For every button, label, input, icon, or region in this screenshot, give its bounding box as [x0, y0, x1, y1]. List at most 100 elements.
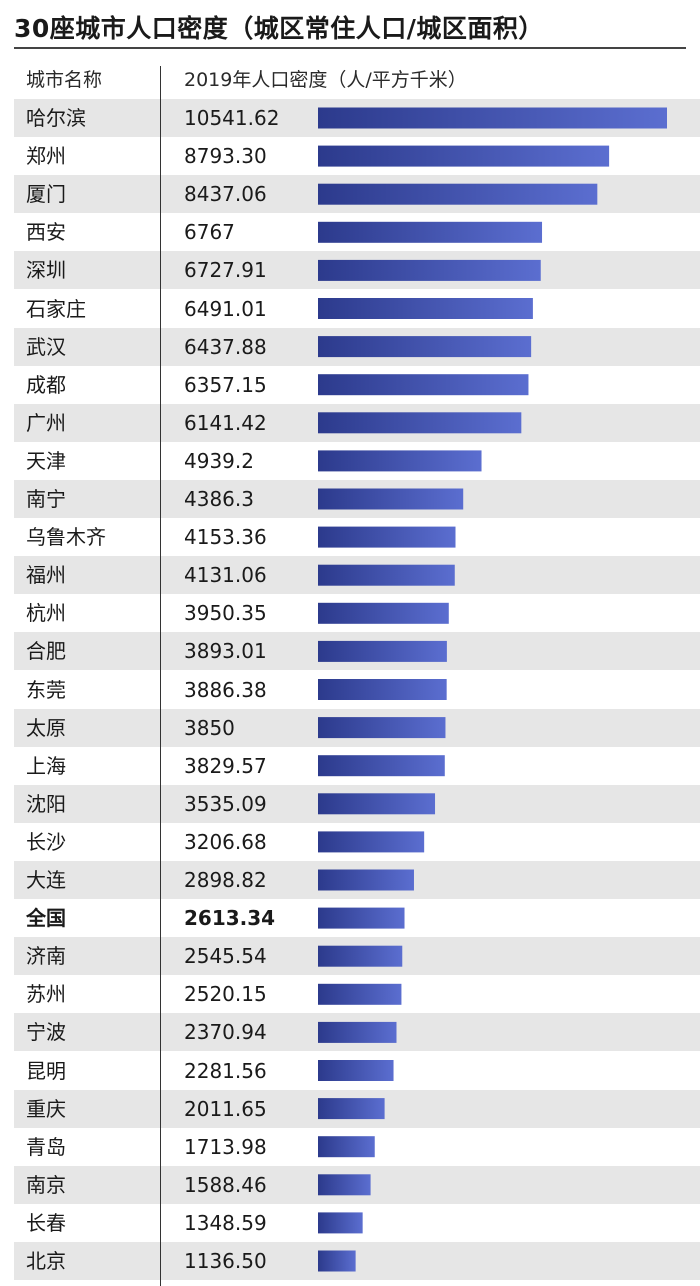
density-value: 4153.36: [184, 525, 267, 550]
city-name: 郑州: [26, 144, 66, 169]
city-name: 武汉: [26, 334, 66, 359]
table-row: 杭州 3950.35: [14, 594, 700, 632]
header-city-name: 城市名称: [26, 69, 103, 91]
table-row: 合肥 3893.01: [14, 632, 700, 671]
table-row: 福州 4131.06: [14, 556, 700, 595]
table-row: 南宁 4386.3: [14, 480, 700, 518]
table-row: 长春 1348.59: [14, 1204, 700, 1242]
density-value: 6141.42: [184, 410, 267, 435]
density-value: 6357.15: [184, 372, 267, 397]
city-name: 北京: [26, 1249, 66, 1273]
title-area: 30座城市人口密度（城区常住人口/城区面积）: [0, 0, 700, 50]
city-name: 石家庄: [26, 296, 86, 321]
density-value: 2011.65: [184, 1096, 267, 1121]
density-value: 1588.46: [184, 1172, 267, 1197]
table-header: 城市名称 2019年人口密度（人/平方千米）: [14, 61, 700, 99]
density-value: 2613.34: [184, 906, 276, 931]
table-row: 北京 1136.50: [14, 1242, 700, 1280]
city-name: 大连: [26, 868, 66, 892]
density-value: 2281.56: [184, 1058, 267, 1083]
city-name: 太原: [26, 715, 66, 740]
table-row: 天津 4939.2: [14, 442, 700, 480]
city-name: 南京: [26, 1172, 66, 1197]
city-name: 青岛: [26, 1134, 66, 1159]
city-name: 哈尔滨: [26, 106, 86, 130]
density-value: 1713.98: [184, 1134, 267, 1159]
table-row: 成都 6357.15: [14, 366, 700, 404]
density-value: 6727.91: [184, 258, 267, 283]
city-name: 天津: [26, 448, 66, 473]
city-name: 厦门: [26, 182, 66, 207]
table-row: 西安 6767: [14, 213, 700, 251]
density-value: 2370.94: [184, 1020, 267, 1045]
density-value: 3535.09: [184, 791, 267, 816]
density-value: 3829.57: [184, 753, 267, 778]
density-value: 6437.88: [184, 334, 267, 359]
density-value: 4939.2: [184, 448, 254, 473]
table-row: 郑州 8793.30: [14, 137, 700, 175]
density-value: 6491.01: [184, 296, 267, 321]
chart-title: 30座城市人口密度（城区常住人口/城区面积）: [14, 14, 544, 43]
city-name: 东莞: [26, 677, 66, 702]
city-name: 福州: [26, 563, 66, 588]
title-underline: [14, 47, 686, 49]
city-name: 西安: [26, 220, 66, 245]
table-row: 全国 2613.34: [14, 899, 700, 937]
density-value: 8793.30: [184, 144, 267, 169]
city-name: 上海: [26, 753, 66, 778]
city-name: 合肥: [26, 639, 66, 664]
city-name: 南宁: [26, 487, 66, 511]
table-row: 哈尔滨 10541.62: [14, 99, 700, 137]
city-name: 宁波: [26, 1020, 66, 1045]
column-divider: [160, 66, 161, 1286]
city-name: 长沙: [26, 829, 66, 854]
city-name: 成都: [26, 372, 66, 397]
density-value: 6767: [184, 220, 235, 245]
density-value: 3886.38: [184, 677, 267, 702]
table-row: 宁波 2370.94: [14, 1013, 700, 1052]
table-row: 苏州 2520.15: [14, 975, 700, 1013]
table-row: 太原 3850: [14, 708, 700, 747]
density-value: 8437.06: [184, 182, 267, 207]
density-value: 1348.59: [184, 1210, 267, 1235]
city-name: 沈阳: [26, 791, 66, 816]
density-value: 2545.54: [184, 944, 267, 969]
table-row: 石家庄 6491.01: [14, 290, 700, 328]
header-density: 2019年人口密度（人/平方千米）: [184, 69, 467, 91]
table-row: 深圳 6727.91: [14, 251, 700, 290]
table-row: 重庆 2011.65: [14, 1089, 700, 1128]
density-value: 3850: [184, 715, 235, 740]
table-row: 上海 3829.57: [14, 747, 700, 785]
density-value: 10541.62: [184, 106, 280, 130]
density-value: 4386.3: [184, 487, 254, 511]
density-value: 1136.50: [184, 1249, 267, 1273]
city-name: 深圳: [26, 258, 66, 283]
density-value: 2898.82: [184, 868, 267, 892]
table-row: 广州 6141.42: [14, 403, 700, 442]
city-name: 济南: [26, 944, 66, 969]
city-name: 广州: [26, 410, 66, 435]
table-row: 武汉 6437.88: [14, 327, 700, 366]
city-name: 长春: [26, 1210, 66, 1235]
city-name: 乌鲁木齐: [26, 525, 106, 550]
table-row: 昆明 2281.56: [14, 1052, 700, 1090]
density-value: 3950.35: [184, 601, 267, 626]
table-row: 厦门 8437.06: [14, 175, 700, 214]
table-row: 青岛 1713.98: [14, 1128, 700, 1166]
table-row: 南京 1588.46: [14, 1165, 700, 1204]
density-value: 4131.06: [184, 563, 267, 588]
table-row: 济南 2545.54: [14, 937, 700, 976]
table-row: 长沙 3206.68: [14, 823, 700, 861]
table-row: 乌鲁木齐 4153.36: [14, 518, 700, 556]
density-value: 3893.01: [184, 639, 267, 664]
city-name: 杭州: [26, 601, 66, 626]
density-value: 2520.15: [184, 982, 267, 1007]
density-value: 3206.68: [184, 829, 267, 854]
table-row: 大连 2898.82: [14, 861, 700, 899]
city-name: 苏州: [26, 982, 66, 1007]
city-name: 重庆: [26, 1096, 66, 1121]
city-name: 昆明: [26, 1058, 66, 1083]
city-name: 全国: [26, 906, 66, 931]
table-row: 东莞 3886.38: [14, 671, 700, 709]
